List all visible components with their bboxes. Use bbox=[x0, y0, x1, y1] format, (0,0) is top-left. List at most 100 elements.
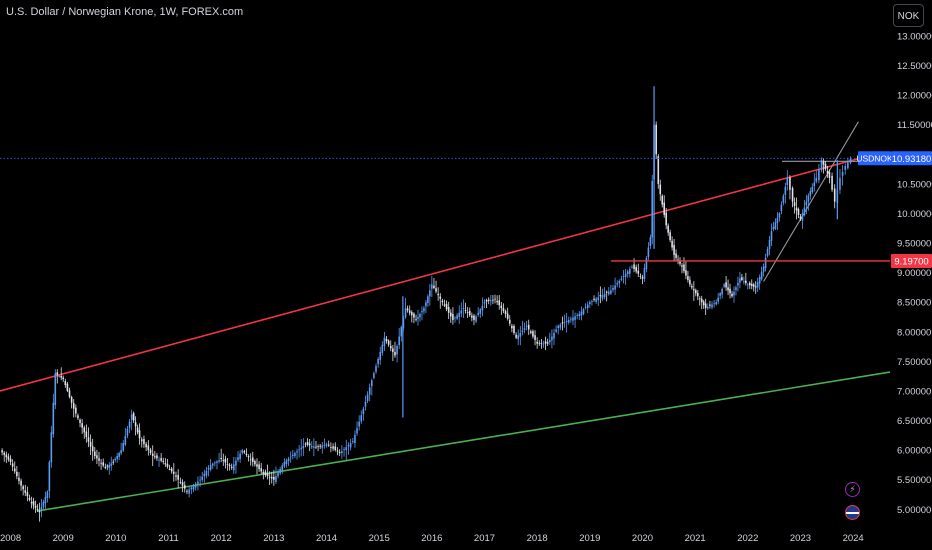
candle-body bbox=[243, 451, 246, 453]
candle-body bbox=[813, 182, 816, 187]
candle-body bbox=[717, 297, 719, 302]
candle-body bbox=[741, 277, 743, 280]
candle-body bbox=[138, 430, 141, 439]
candle-body bbox=[46, 491, 49, 498]
candle-body bbox=[481, 305, 484, 311]
candle-body bbox=[683, 264, 685, 272]
candle-body bbox=[89, 441, 92, 447]
candle-body bbox=[140, 439, 143, 442]
candle-body bbox=[584, 306, 587, 308]
candle-body bbox=[132, 413, 135, 421]
lightning-icon[interactable]: ⚡ bbox=[845, 482, 860, 497]
candle-body bbox=[298, 449, 300, 451]
candle-body bbox=[605, 291, 608, 293]
candle-body bbox=[427, 296, 429, 303]
candle-body bbox=[826, 171, 829, 174]
candle-body bbox=[181, 482, 184, 486]
candle-body bbox=[748, 282, 751, 286]
x-tick-label: 2008 bbox=[0, 533, 21, 544]
y-tick-label: 7.50000 bbox=[897, 357, 931, 368]
us-flag-icon[interactable] bbox=[845, 505, 860, 520]
candle-body bbox=[358, 421, 360, 427]
price-tag-bg bbox=[891, 253, 932, 268]
candle-body bbox=[494, 298, 496, 300]
candle-body bbox=[52, 402, 55, 435]
candle-body bbox=[347, 445, 350, 447]
candle-body bbox=[477, 312, 479, 315]
candle-body bbox=[567, 319, 570, 323]
candle-body bbox=[776, 217, 779, 223]
candle-body bbox=[306, 441, 309, 445]
candle-body bbox=[733, 291, 735, 296]
candle-body bbox=[162, 460, 165, 462]
candle-body bbox=[803, 207, 806, 216]
candle-body bbox=[820, 160, 823, 171]
candle-body bbox=[572, 317, 574, 321]
candle-body bbox=[639, 275, 642, 277]
candle-body bbox=[793, 202, 796, 207]
candle-body bbox=[561, 322, 564, 324]
candle-body bbox=[786, 177, 789, 186]
candle-body bbox=[294, 453, 296, 457]
candle-body bbox=[475, 316, 477, 322]
candle-body bbox=[315, 446, 317, 448]
candle-body bbox=[235, 460, 237, 466]
candle-body bbox=[774, 222, 777, 229]
candle-body bbox=[323, 444, 326, 446]
candle-body bbox=[203, 473, 206, 477]
candle-body bbox=[681, 265, 683, 267]
candle-body bbox=[415, 319, 417, 321]
candle-body bbox=[847, 162, 849, 169]
candle-body bbox=[750, 283, 753, 286]
candle-body bbox=[296, 451, 298, 453]
candle-body bbox=[147, 445, 150, 451]
candle-body bbox=[766, 248, 769, 256]
candle-body bbox=[822, 161, 825, 165]
candle-body bbox=[693, 289, 695, 291]
candle-body bbox=[735, 287, 737, 291]
y-tick-label: 5.50000 bbox=[897, 475, 931, 486]
candle-body bbox=[772, 226, 775, 230]
candle-body bbox=[622, 276, 625, 277]
candle-body bbox=[711, 304, 713, 308]
candle-body bbox=[16, 471, 18, 477]
candle-body bbox=[20, 480, 22, 486]
candle-body bbox=[237, 457, 239, 461]
candle-body bbox=[77, 415, 79, 419]
candle-body bbox=[586, 304, 589, 309]
candle-body bbox=[502, 308, 505, 312]
trend-line bbox=[36, 371, 891, 512]
candle-body bbox=[170, 468, 173, 472]
candle-body bbox=[445, 303, 448, 310]
candle-body bbox=[574, 316, 576, 320]
candle-body bbox=[262, 471, 265, 474]
candle-body bbox=[112, 461, 115, 463]
candle-body bbox=[327, 444, 330, 446]
currency-button[interactable]: NOK bbox=[893, 4, 924, 27]
candle-body bbox=[727, 287, 729, 291]
candle-body bbox=[381, 344, 384, 353]
candle-body bbox=[649, 237, 652, 247]
y-tick-label: 13.00000 bbox=[897, 31, 932, 42]
candle-body bbox=[629, 269, 631, 274]
candle-body bbox=[145, 443, 147, 448]
symbol-tag: USDNOK bbox=[856, 153, 893, 163]
candle-body bbox=[532, 331, 534, 337]
candle-body bbox=[657, 156, 660, 184]
candle-body bbox=[593, 298, 595, 300]
candle-body bbox=[158, 459, 160, 461]
candle-body bbox=[79, 419, 81, 423]
candle-body bbox=[517, 335, 520, 340]
candle-body bbox=[254, 460, 256, 465]
candle-body bbox=[100, 462, 102, 464]
candle-body bbox=[228, 465, 231, 467]
candle-body bbox=[166, 463, 169, 467]
candle-body bbox=[114, 458, 116, 461]
candle-body bbox=[368, 387, 371, 395]
candle-body bbox=[752, 284, 755, 287]
candle-body bbox=[490, 300, 492, 302]
candle-body bbox=[134, 422, 137, 427]
candle-body bbox=[633, 264, 635, 270]
x-tick-label: 2024 bbox=[843, 533, 864, 544]
